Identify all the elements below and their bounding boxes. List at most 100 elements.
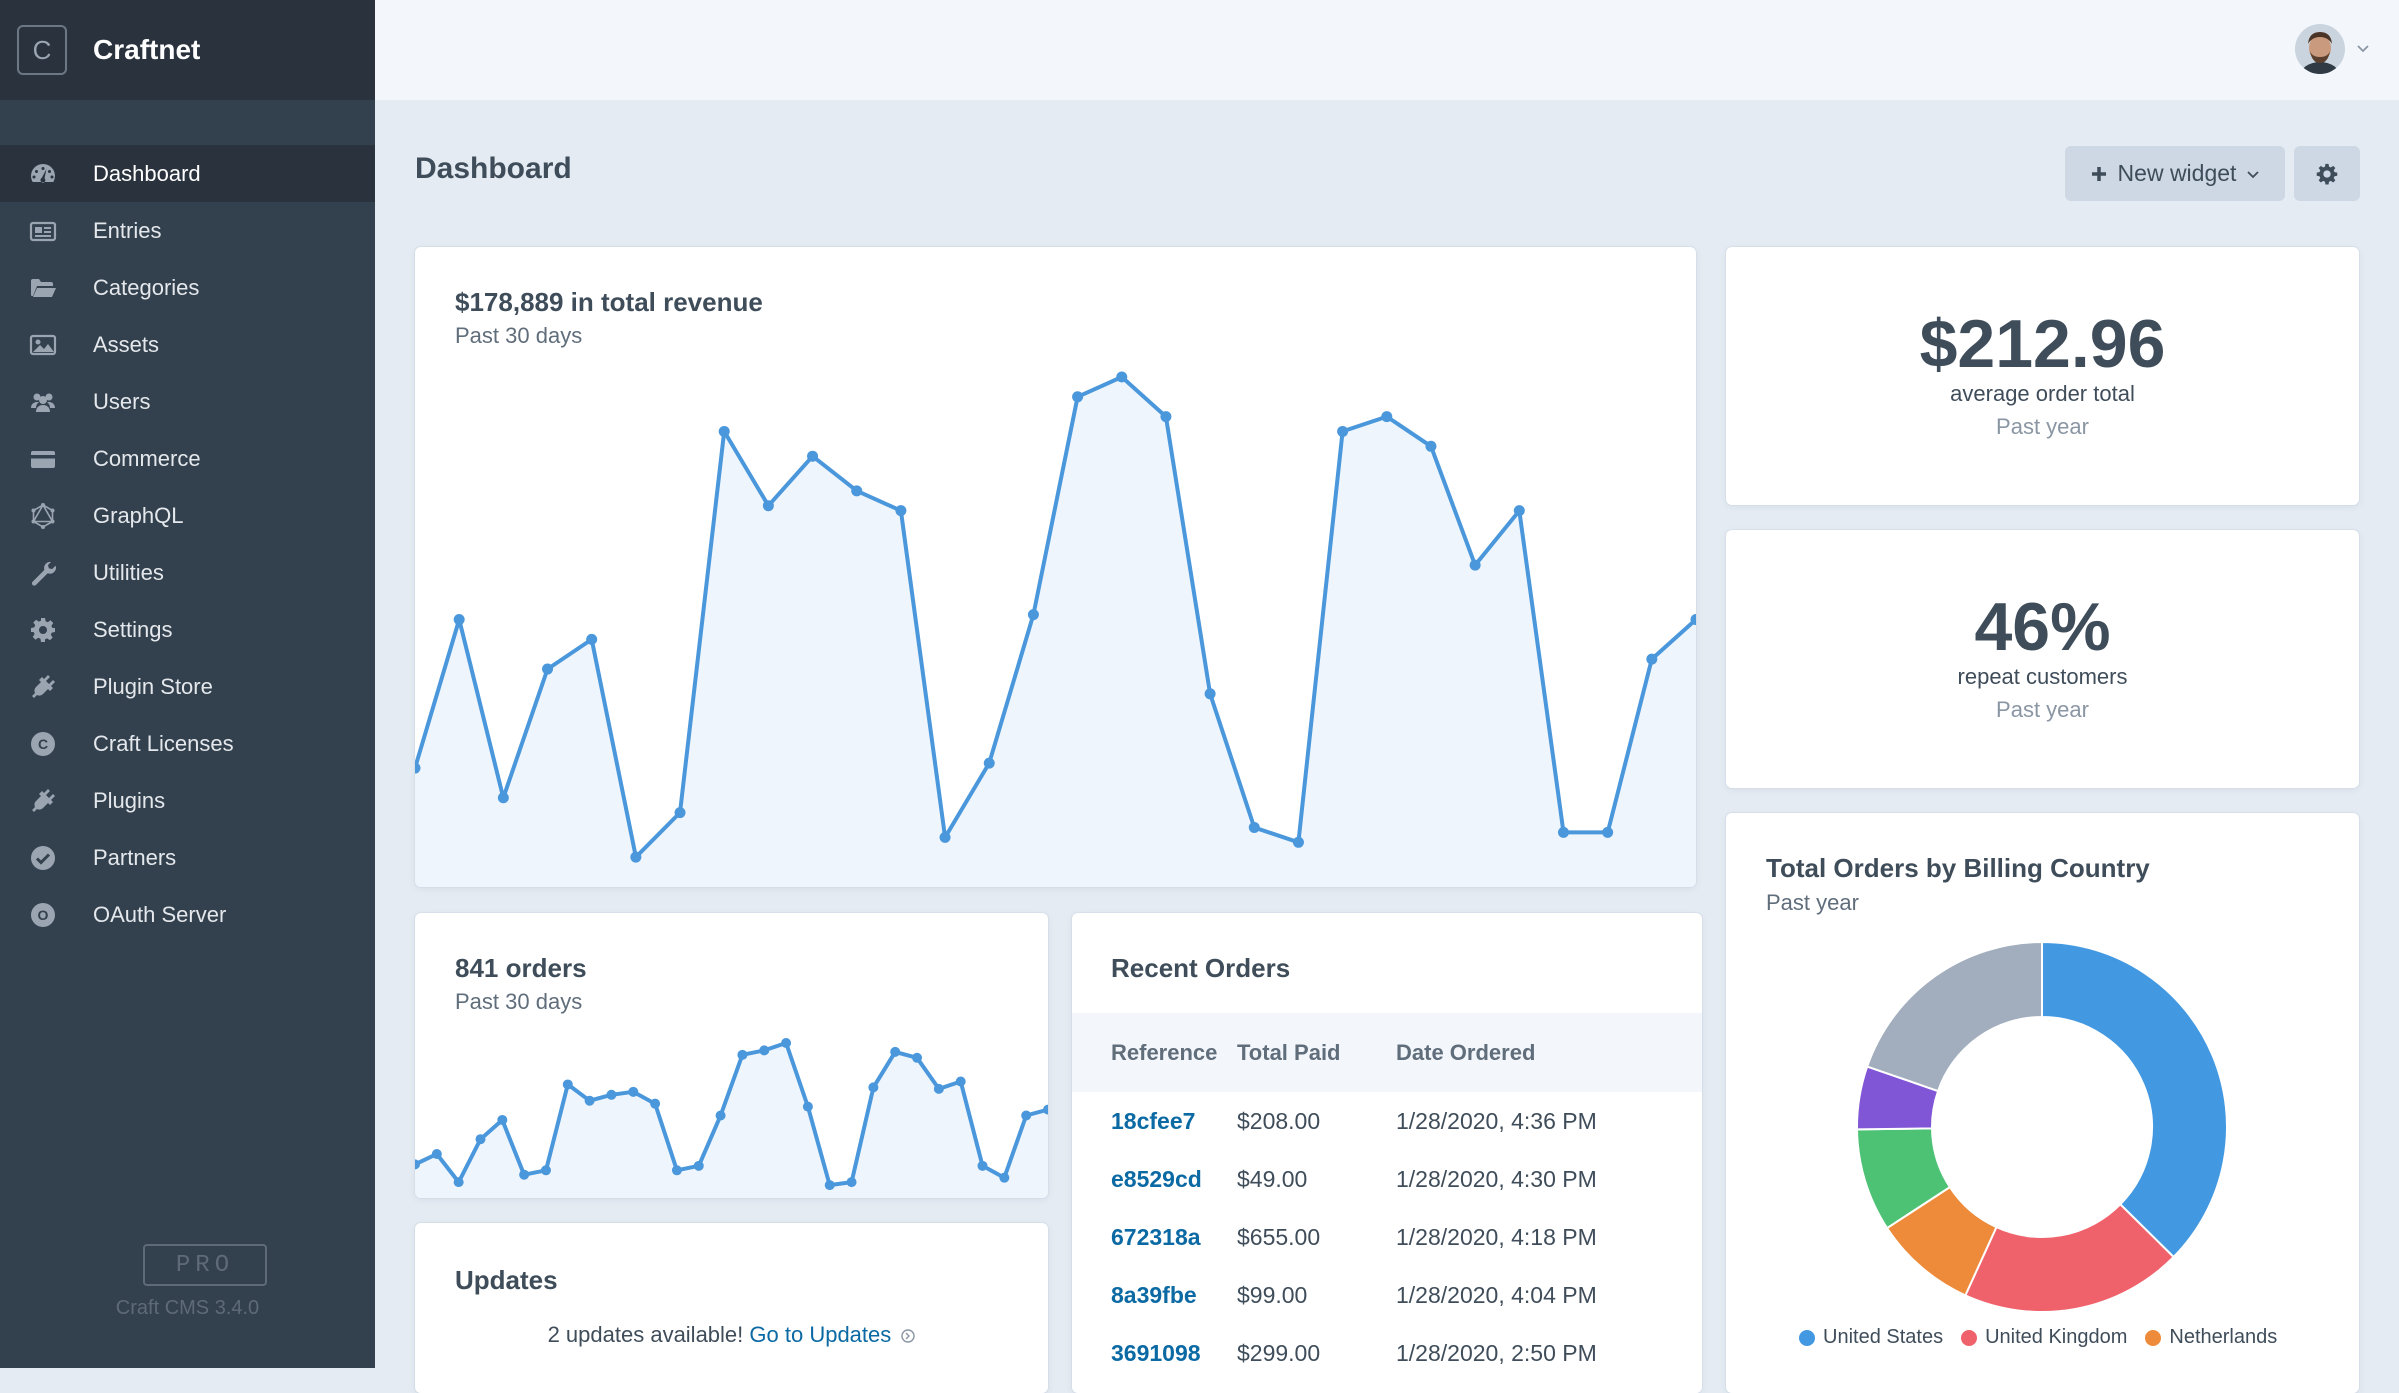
orders-point[interactable]: [415, 1159, 420, 1170]
order-reference-link[interactable]: 672318a: [1111, 1223, 1201, 1250]
order-reference-link[interactable]: e8529cd: [1111, 1165, 1202, 1192]
orders-point[interactable]: [824, 1180, 835, 1191]
revenue-point[interactable]: [1469, 559, 1481, 571]
orders-point[interactable]: [846, 1177, 857, 1188]
orders-point[interactable]: [1043, 1104, 1048, 1115]
craft-c-icon: C: [28, 729, 58, 759]
revenue-point[interactable]: [1381, 411, 1393, 423]
legend-item[interactable]: Netherlands: [2145, 1326, 2277, 1349]
orders-point[interactable]: [1021, 1110, 1032, 1121]
orders-point[interactable]: [475, 1134, 486, 1145]
orders-point[interactable]: [628, 1086, 639, 1097]
main-nav: Dashboard Entries Categories Assets Users Com…: [0, 145, 375, 943]
orders-point[interactable]: [671, 1165, 682, 1176]
revenue-point[interactable]: [497, 792, 509, 804]
sidebar-item-settings[interactable]: Settings: [0, 601, 375, 658]
sidebar-item-partners[interactable]: Partners: [0, 829, 375, 886]
go-to-updates-link[interactable]: Go to Updates: [749, 1322, 892, 1347]
revenue-point[interactable]: [851, 485, 863, 497]
users-icon: [28, 387, 58, 417]
orders-point[interactable]: [497, 1114, 508, 1125]
orders-point[interactable]: [606, 1089, 617, 1100]
orders-point[interactable]: [584, 1095, 595, 1106]
revenue-point[interactable]: [1248, 821, 1260, 833]
revenue-point[interactable]: [1292, 836, 1304, 848]
orders-point[interactable]: [977, 1160, 988, 1171]
sidebar-item-users[interactable]: Users: [0, 373, 375, 430]
revenue-point[interactable]: [1204, 688, 1216, 700]
orders-point[interactable]: [737, 1049, 748, 1060]
order-reference-link[interactable]: 8a39fbe: [1111, 1281, 1197, 1308]
orders-point[interactable]: [868, 1082, 879, 1093]
order-reference-link[interactable]: 18cfee7: [1111, 1107, 1196, 1134]
order-date: 1/28/2020, 4:04 PM: [1396, 1281, 1597, 1308]
legend-item[interactable]: United States: [1799, 1326, 1943, 1349]
revenue-point[interactable]: [542, 663, 554, 675]
svg-text:C: C: [38, 736, 48, 752]
sidebar-item-plugin-store[interactable]: Plugin Store: [0, 658, 375, 715]
revenue-point[interactable]: [1072, 391, 1084, 403]
revenue-point[interactable]: [1557, 826, 1569, 838]
orders-point[interactable]: [890, 1046, 901, 1057]
revenue-point[interactable]: [895, 505, 907, 517]
craft-logo[interactable]: C: [17, 25, 67, 75]
table-row: 8a39fbe $99.00 1/28/2020, 4:04 PM: [1072, 1266, 1702, 1324]
orders-point[interactable]: [562, 1079, 573, 1090]
revenue-point[interactable]: [1425, 440, 1437, 452]
recent-orders-title: Recent Orders: [1111, 953, 1291, 983]
orders-point[interactable]: [781, 1038, 792, 1048]
revenue-point[interactable]: [1337, 425, 1349, 437]
orders-point[interactable]: [802, 1101, 813, 1112]
order-reference-link[interactable]: 3691098: [1111, 1339, 1201, 1366]
revenue-point[interactable]: [983, 757, 995, 769]
revenue-point[interactable]: [1646, 653, 1658, 665]
chevron-down-icon[interactable]: [2355, 40, 2371, 56]
revenue-point[interactable]: [807, 450, 819, 462]
orders-point[interactable]: [999, 1172, 1010, 1183]
sidebar-item-plugins[interactable]: Plugins: [0, 772, 375, 829]
orders-point[interactable]: [540, 1165, 551, 1176]
new-widget-button[interactable]: New widget: [2065, 146, 2285, 201]
donut-slice[interactable]: [2041, 940, 2228, 1259]
revenue-point[interactable]: [415, 762, 421, 774]
sidebar-item-craft-licenses[interactable]: C Craft Licenses: [0, 715, 375, 772]
orders-point[interactable]: [693, 1160, 704, 1171]
user-avatar[interactable]: [2295, 24, 2345, 74]
orders-point[interactable]: [650, 1098, 661, 1109]
revenue-point[interactable]: [762, 500, 774, 512]
revenue-point[interactable]: [939, 831, 951, 843]
orders-point[interactable]: [759, 1045, 770, 1056]
revenue-point[interactable]: [1027, 609, 1039, 621]
updates-title: Updates: [455, 1265, 558, 1295]
revenue-point[interactable]: [1690, 614, 1697, 626]
sidebar-item-graphql[interactable]: GraphQL: [0, 487, 375, 544]
donut-slice[interactable]: [1865, 940, 2043, 1093]
sidebar-item-categories[interactable]: Categories: [0, 259, 375, 316]
dashboard-settings-button[interactable]: [2294, 146, 2360, 201]
sidebar-item-utilities[interactable]: Utilities: [0, 544, 375, 601]
orders-point[interactable]: [955, 1076, 966, 1087]
revenue-point[interactable]: [453, 614, 465, 626]
sidebar-item-dashboard[interactable]: Dashboard: [0, 145, 375, 202]
revenue-point[interactable]: [1160, 411, 1172, 423]
orders-point[interactable]: [519, 1169, 530, 1180]
orders-point[interactable]: [715, 1110, 726, 1121]
revenue-point[interactable]: [718, 425, 730, 437]
revenue-point[interactable]: [1602, 826, 1614, 838]
sidebar-item-assets[interactable]: Assets: [0, 316, 375, 373]
revenue-point[interactable]: [586, 633, 598, 645]
site-name[interactable]: Craftnet: [93, 34, 201, 65]
revenue-point[interactable]: [630, 851, 642, 863]
revenue-point[interactable]: [1116, 371, 1128, 383]
sidebar-item-oauth-server[interactable]: O OAuth Server: [0, 886, 375, 943]
sidebar-item-label: Plugins: [93, 787, 166, 813]
orders-point[interactable]: [912, 1052, 923, 1063]
sidebar-item-commerce[interactable]: Commerce: [0, 430, 375, 487]
orders-point[interactable]: [933, 1083, 944, 1094]
legend-item[interactable]: United Kingdom: [1961, 1326, 2127, 1349]
revenue-point[interactable]: [674, 807, 686, 819]
orders-point[interactable]: [431, 1149, 442, 1159]
orders-point[interactable]: [453, 1177, 464, 1188]
revenue-point[interactable]: [1513, 505, 1525, 517]
sidebar-item-entries[interactable]: Entries: [0, 202, 375, 259]
